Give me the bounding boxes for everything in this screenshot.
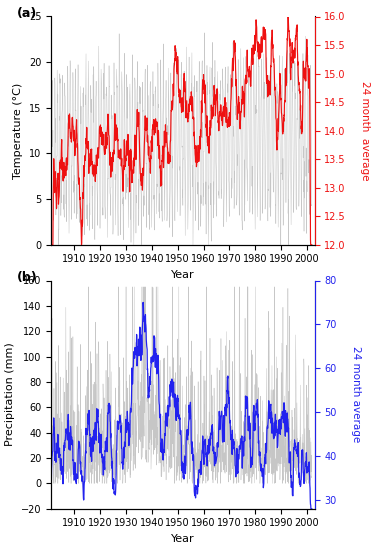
X-axis label: Year: Year: [171, 270, 195, 280]
Text: (b): (b): [17, 271, 38, 284]
Text: (a): (a): [17, 7, 37, 20]
Y-axis label: Precipitation (mm): Precipitation (mm): [5, 343, 16, 447]
Y-axis label: Temperature (°C): Temperature (°C): [13, 82, 23, 179]
X-axis label: Year: Year: [171, 534, 195, 544]
Y-axis label: 24 month average: 24 month average: [351, 346, 360, 443]
Y-axis label: 24 month  average: 24 month average: [360, 81, 370, 180]
